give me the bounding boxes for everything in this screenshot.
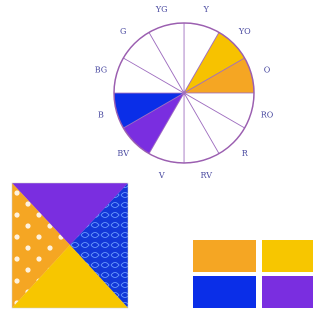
wheel-label: BV [117, 149, 129, 158]
wheel-label: G [120, 27, 126, 36]
color-wheel-diagram: Y YO O RO R RV V BV B BG G YG [0, 0, 313, 309]
swatches [193, 240, 313, 308]
yellow-swatch [262, 240, 313, 272]
wheel-label: RO [261, 110, 274, 119]
purple-swatch [262, 276, 313, 308]
wheel-label: O [264, 66, 271, 75]
blue-swatch [193, 276, 256, 308]
wheel-label: YG [155, 5, 168, 14]
wheel-label: YO [238, 27, 251, 36]
wheel-label: RV [201, 171, 213, 180]
quilt-block [12, 183, 128, 308]
wheel-label: V [158, 171, 165, 180]
wheel-label: B [98, 110, 104, 119]
wheel-label: R [242, 149, 249, 158]
wheel-label: Y [203, 5, 210, 14]
orange-swatch [193, 240, 256, 272]
wheel: Y YO O RO R RV V BV B BG G YG [95, 5, 274, 180]
wheel-label: BG [95, 66, 107, 75]
